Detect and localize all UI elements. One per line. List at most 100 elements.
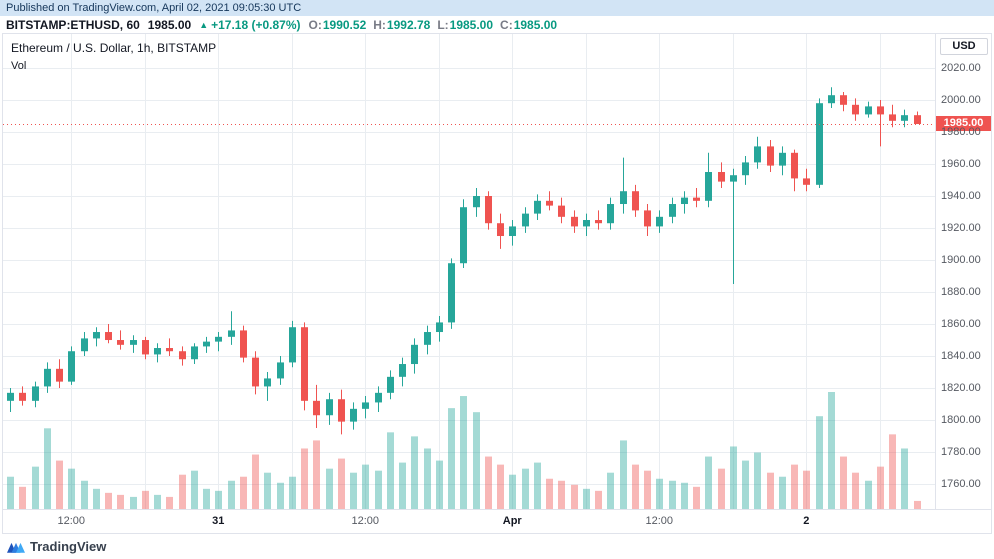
candle-body	[730, 175, 737, 182]
volume-bar	[191, 470, 198, 509]
candle-body	[203, 341, 210, 347]
candle-body	[130, 340, 137, 345]
time-tick-label: 12:00	[645, 515, 674, 527]
volume-bar	[901, 448, 908, 509]
volume-bar	[571, 484, 578, 509]
volume-bar	[742, 460, 749, 509]
volume-bar	[914, 500, 921, 509]
high-label: H:	[373, 17, 386, 32]
candle-body	[117, 340, 124, 345]
candle-body	[179, 351, 186, 360]
tradingview-logo-icon[interactable]	[7, 540, 25, 553]
candle-body	[7, 392, 14, 401]
time-tick-label: 12:00	[351, 515, 380, 527]
symbol-change-value: +17.18 (+0.87%)	[211, 17, 301, 32]
candle-body	[362, 402, 369, 409]
volume-bar	[411, 436, 418, 509]
candle-body	[460, 207, 467, 264]
price-tick-label: 1940.00	[941, 190, 981, 202]
candle-body	[620, 191, 627, 205]
volume-bar	[681, 482, 688, 509]
candle-body	[301, 327, 308, 401]
candle-body	[681, 197, 688, 205]
published-banner: Published on TradingView.com, April 02, …	[0, 0, 994, 16]
volume-bar	[509, 474, 516, 509]
volume-bar	[583, 488, 590, 509]
candle-body	[754, 146, 761, 163]
volume-bar	[632, 464, 639, 509]
candle-body	[81, 338, 88, 352]
close-label: C:	[500, 17, 513, 32]
published-text: Published on TradingView.com, April 02, …	[6, 2, 302, 14]
candle-body	[32, 386, 39, 401]
volume-bar	[448, 408, 455, 509]
chart-pane[interactable]: Ethereum / U.S. Dollar, 1h, BITSTAMP Vol	[3, 34, 991, 509]
volume-bar	[338, 458, 345, 509]
volume-bar	[362, 464, 369, 509]
candle-body	[350, 408, 357, 422]
price-tick-label: 1860.00	[941, 318, 981, 331]
volume-bar	[436, 460, 443, 509]
candle-body	[803, 178, 810, 185]
volume-bar	[656, 478, 663, 509]
close-value: 1985.00	[513, 17, 558, 32]
currency-usd-button[interactable]: USD	[940, 38, 988, 55]
volume-bar	[852, 472, 859, 509]
candle-body	[546, 200, 553, 206]
ohlc-values: O: 1990.52 H: 1992.78 L: 1985.00 C: 1985.00	[309, 18, 558, 32]
volume-bar	[203, 488, 210, 509]
candle-body	[571, 216, 578, 227]
symbol-change: ▲ +17.18 (+0.87%)	[199, 18, 300, 32]
tradingview-brand[interactable]: TradingView	[30, 539, 107, 554]
price-tick-label: 1960.00	[941, 158, 981, 170]
candle-body	[522, 213, 529, 227]
volume-bar	[399, 462, 406, 509]
symbol-last-price: 1985.00	[147, 17, 192, 32]
volume-bar	[546, 478, 553, 509]
volume-bar	[117, 494, 124, 509]
volume-bar	[215, 490, 222, 509]
volume-bar	[313, 440, 320, 509]
price-tick-label: 1800.00	[941, 414, 981, 427]
candle-body	[840, 95, 847, 105]
candle-body	[44, 368, 51, 387]
candle-body	[889, 114, 896, 121]
candle-body	[93, 332, 100, 339]
volume-bar	[166, 496, 173, 509]
volume-bar	[93, 488, 100, 509]
chart-frame: Ethereum / U.S. Dollar, 1h, BITSTAMP Vol…	[2, 33, 992, 534]
price-tick-label: 1840.00	[941, 350, 981, 363]
volume-bar	[607, 472, 614, 509]
price-tick-label: 2000.00	[941, 94, 981, 106]
price-tick-label: 1900.00	[941, 254, 981, 267]
candle-body	[448, 263, 455, 323]
price-tick-label: 1780.00	[941, 446, 981, 459]
price-scale[interactable]: 1985.00 2020.00 2000.00 1980.00 1960.00 1940…	[935, 34, 991, 509]
candle-body	[509, 226, 516, 237]
volume-bar	[264, 472, 271, 509]
volume-bar	[522, 468, 529, 509]
candle-body	[191, 346, 198, 360]
volume-bar	[816, 416, 823, 509]
volume-bar	[424, 448, 431, 509]
candle-body	[791, 152, 798, 179]
candle-body	[669, 204, 676, 217]
candle-body	[767, 146, 774, 166]
candle-body	[865, 106, 872, 115]
candle-body	[387, 376, 394, 393]
volume-bar	[81, 480, 88, 509]
open-label: O:	[308, 17, 322, 32]
volume-bar	[534, 462, 541, 509]
candle-body	[485, 196, 492, 224]
time-tick-date-label: 31	[212, 515, 225, 527]
volume-bar	[718, 468, 725, 509]
symbol-name: BITSTAMP:ETHUSD, 60	[6, 17, 140, 32]
candle-body	[338, 399, 345, 422]
price-tick-label: 2020.00	[941, 62, 981, 74]
time-axis[interactable]: 12:00 31 12:00 Apr 12:00 2	[3, 509, 991, 532]
footer: TradingView	[0, 534, 994, 559]
candle-body	[718, 172, 725, 182]
candle-body	[240, 330, 247, 358]
candle-body	[399, 364, 406, 377]
candlestick-chart[interactable]	[3, 34, 935, 509]
